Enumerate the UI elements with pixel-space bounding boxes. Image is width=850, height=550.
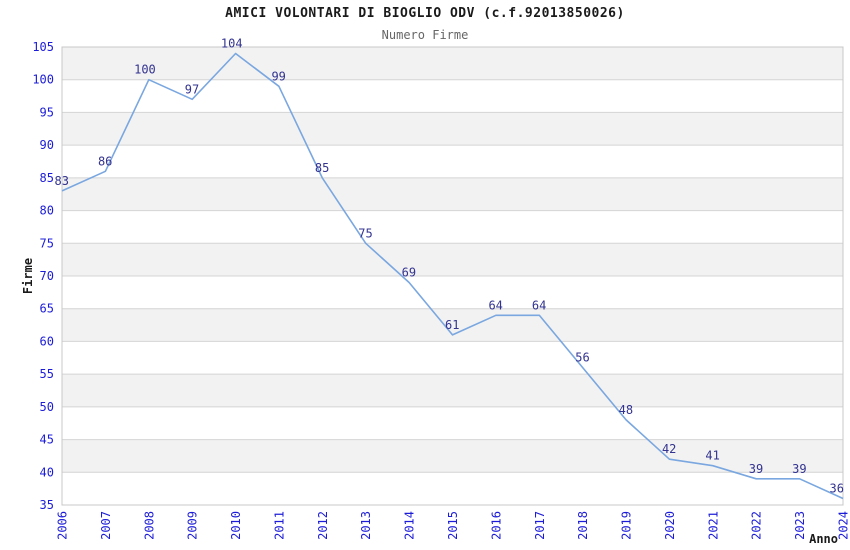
x-tick-label: 2016 <box>489 511 503 540</box>
x-tick-label: 2014 <box>403 511 417 540</box>
data-point-label: 99 <box>271 69 285 83</box>
x-tick-label: 2013 <box>359 511 373 540</box>
x-tick-label: 2012 <box>316 511 330 540</box>
plot-border <box>61 46 844 506</box>
x-tick-label: 2023 <box>793 511 807 540</box>
y-tick-label: 60 <box>40 334 54 348</box>
y-tick-label: 45 <box>40 433 54 447</box>
data-point-label: 75 <box>358 226 372 240</box>
y-tick-label: 35 <box>40 498 54 512</box>
data-point-label: 36 <box>830 482 844 496</box>
data-point-label: 100 <box>134 63 156 77</box>
y-tick-label: 100 <box>32 73 54 87</box>
data-point-label: 85 <box>315 161 329 175</box>
data-point-label: 42 <box>662 442 676 456</box>
x-tick-label: 2006 <box>56 511 70 540</box>
x-tick-label: 2024 <box>837 511 850 540</box>
x-tick-label: 2020 <box>663 511 677 540</box>
x-tick-label: 2011 <box>272 511 286 540</box>
data-point-label: 86 <box>98 154 112 168</box>
x-axis-label: Anno <box>809 532 838 546</box>
x-tick-label: 2022 <box>750 511 764 540</box>
background-band <box>62 47 843 80</box>
background-band <box>62 308 843 342</box>
data-point-label: 39 <box>749 462 763 476</box>
x-tick-label: 2021 <box>706 511 720 540</box>
y-axis-label: Firme <box>21 258 35 294</box>
data-point-label: 69 <box>402 266 416 280</box>
y-tick-label: 65 <box>40 302 54 316</box>
x-tick-label: 2017 <box>533 511 547 540</box>
background-band <box>62 243 843 276</box>
background-band <box>62 112 843 146</box>
data-point-label: 48 <box>619 403 633 417</box>
x-tick-label: 2007 <box>99 511 113 540</box>
x-tick-label: 2019 <box>620 511 634 540</box>
y-tick-label: 55 <box>40 367 54 381</box>
y-tick-label: 105 <box>32 40 54 54</box>
data-point-label: 56 <box>575 351 589 365</box>
data-point-label: 64 <box>532 298 546 312</box>
y-tick-label: 70 <box>40 269 54 283</box>
data-point-label: 104 <box>221 37 243 51</box>
chart-subtitle: Numero Firme <box>381 28 469 42</box>
data-point-label: 97 <box>185 82 199 96</box>
background-band <box>62 439 843 473</box>
y-tick-label: 40 <box>40 465 54 479</box>
y-tick-label: 85 <box>40 171 54 185</box>
x-tick-label: 2015 <box>446 511 460 540</box>
x-tick-label: 2010 <box>229 511 243 540</box>
y-tick-label: 90 <box>40 138 54 152</box>
chart-title: AMICI VOLONTARI DI BIOGLIO ODV (c.f.9201… <box>225 6 625 21</box>
background-band <box>62 374 843 407</box>
y-tick-label: 80 <box>40 204 54 218</box>
y-tick-label: 75 <box>40 236 54 250</box>
x-tick-label: 2018 <box>576 511 590 540</box>
y-tick-label: 50 <box>40 400 54 414</box>
background-band <box>62 177 843 211</box>
x-tick-label: 2008 <box>142 511 156 540</box>
data-point-label: 39 <box>792 462 806 476</box>
line-series <box>61 52 844 500</box>
data-point-label: 83 <box>55 174 69 188</box>
y-tick-label: 95 <box>40 105 54 119</box>
x-tick-label: 2009 <box>186 511 200 540</box>
data-point-label: 41 <box>705 449 719 463</box>
data-point-label: 64 <box>488 298 502 312</box>
data-point-label: 61 <box>445 318 459 332</box>
